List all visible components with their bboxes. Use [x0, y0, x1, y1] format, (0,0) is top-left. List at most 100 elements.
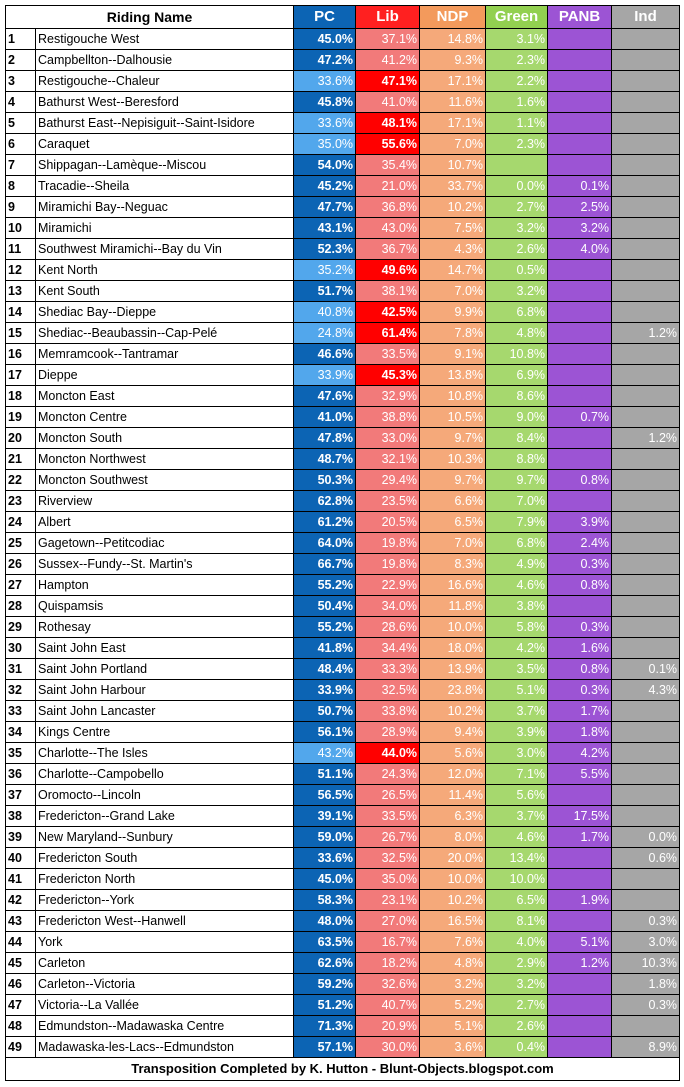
ind-share — [611, 28, 681, 50]
riding-number: 38 — [5, 805, 36, 827]
lib-share: 33.0% — [355, 427, 421, 449]
panb-share: 0.1% — [547, 175, 613, 197]
lib-share: 38.1% — [355, 280, 421, 302]
ndp-share: 10.0% — [419, 868, 487, 890]
green-share: 3.5% — [485, 658, 549, 680]
ind-share — [611, 154, 681, 176]
riding-number: 44 — [5, 931, 36, 953]
green-share: 5.8% — [485, 616, 549, 638]
green-share: 0.4% — [485, 1036, 549, 1058]
riding-name: Moncton Northwest — [34, 448, 295, 470]
pc-share: 63.5% — [293, 931, 357, 953]
header-green: Green — [485, 5, 549, 29]
ndp-share: 7.0% — [419, 133, 487, 155]
panb-share: 2.5% — [547, 196, 613, 218]
lib-share: 22.9% — [355, 574, 421, 596]
green-share: 0.5% — [485, 259, 549, 281]
lib-share: 61.4% — [355, 322, 421, 344]
ind-share: 0.6% — [611, 847, 681, 869]
pc-share: 59.2% — [293, 973, 357, 995]
lib-share: 32.5% — [355, 679, 421, 701]
table-row: 24 Albert 61.2% 20.5% 6.5% 7.9% 3.9% — [5, 511, 681, 533]
riding-number: 24 — [5, 511, 36, 533]
ind-share — [611, 889, 681, 911]
table-row: 38 Fredericton--Grand Lake 39.1% 33.5% 6.3% 3… — [5, 805, 681, 827]
riding-name: Kings Centre — [34, 721, 295, 743]
panb-share: 5.5% — [547, 763, 613, 785]
panb-share — [547, 91, 613, 113]
green-share: 8.6% — [485, 385, 549, 407]
table-row: 41 Fredericton North 45.0% 35.0% 10.0% 10.0% — [5, 868, 681, 890]
pc-share: 33.6% — [293, 847, 357, 869]
ndp-share: 10.7% — [419, 154, 487, 176]
riding-number: 29 — [5, 616, 36, 638]
table-row: 22 Moncton Southwest 50.3% 29.4% 9.7% 9.7% 0.8… — [5, 469, 681, 491]
panb-share — [547, 448, 613, 470]
riding-name: Miramichi Bay--Neguac — [34, 196, 295, 218]
table-row: 45 Carleton 62.6% 18.2% 4.8% 2.9% 1.2% 10.3% — [5, 952, 681, 974]
ind-share: 10.3% — [611, 952, 681, 974]
riding-number: 3 — [5, 70, 36, 92]
table-row: 12 Kent North 35.2% 49.6% 14.7% 0.5% — [5, 259, 681, 281]
green-share: 3.0% — [485, 742, 549, 764]
pc-share: 33.9% — [293, 364, 357, 386]
lib-share: 32.5% — [355, 847, 421, 869]
ndp-share: 10.3% — [419, 448, 487, 470]
panb-share: 0.3% — [547, 616, 613, 638]
lib-share: 36.7% — [355, 238, 421, 260]
lib-share: 26.5% — [355, 784, 421, 806]
riding-name: Fredericton--York — [34, 889, 295, 911]
panb-share: 3.2% — [547, 217, 613, 239]
green-share: 3.7% — [485, 700, 549, 722]
ind-share — [611, 175, 681, 197]
panb-share: 1.2% — [547, 952, 613, 974]
pc-share: 33.6% — [293, 70, 357, 92]
panb-share — [547, 427, 613, 449]
green-share: 2.7% — [485, 994, 549, 1016]
panb-share: 0.3% — [547, 679, 613, 701]
table-row: 16 Memramcook--Tantramar 46.6% 33.5% 9.1% 10.… — [5, 343, 681, 365]
lib-share: 28.9% — [355, 721, 421, 743]
table-row: 4 Bathurst West--Beresford 45.8% 41.0% 11.6%… — [5, 91, 681, 113]
riding-number: 12 — [5, 259, 36, 281]
green-share — [485, 154, 549, 176]
pc-share: 41.0% — [293, 406, 357, 428]
riding-name: Hampton — [34, 574, 295, 596]
table-row: 15 Shediac--Beaubassin--Cap-Pelé 24.8% 61.4… — [5, 322, 681, 344]
ind-share: 1.2% — [611, 322, 681, 344]
green-share: 3.1% — [485, 28, 549, 50]
riding-name: Saint John Lancaster — [34, 700, 295, 722]
header-riding-name: Riding Name — [4, 5, 295, 29]
lib-share: 55.6% — [355, 133, 421, 155]
riding-number: 13 — [5, 280, 36, 302]
lib-share: 23.5% — [355, 490, 421, 512]
lib-share: 21.0% — [355, 175, 421, 197]
ind-share — [611, 574, 681, 596]
riding-name: Albert — [34, 511, 295, 533]
panb-share: 17.5% — [547, 805, 613, 827]
lib-share: 37.1% — [355, 28, 421, 50]
lib-share: 33.5% — [355, 343, 421, 365]
table-row: 1 Restigouche West 45.0% 37.1% 14.8% 3.1% — [5, 28, 681, 50]
ndp-share: 7.0% — [419, 280, 487, 302]
riding-number: 20 — [5, 427, 36, 449]
riding-number: 35 — [5, 742, 36, 764]
pc-share: 43.2% — [293, 742, 357, 764]
ind-share — [611, 700, 681, 722]
ind-share — [611, 763, 681, 785]
lib-share: 47.1% — [355, 70, 421, 92]
riding-number: 27 — [5, 574, 36, 596]
green-share: 1.1% — [485, 112, 549, 134]
green-share: 10.8% — [485, 343, 549, 365]
ind-share: 0.3% — [611, 994, 681, 1016]
ind-share — [611, 364, 681, 386]
riding-number: 22 — [5, 469, 36, 491]
lib-share: 42.5% — [355, 301, 421, 323]
ndp-share: 14.7% — [419, 259, 487, 281]
pc-share: 51.2% — [293, 994, 357, 1016]
riding-name: Memramcook--Tantramar — [34, 343, 295, 365]
green-share: 13.4% — [485, 847, 549, 869]
riding-number: 39 — [5, 826, 36, 848]
ind-share — [611, 805, 681, 827]
table-row: 28 Quispamsis 50.4% 34.0% 11.8% 3.8% — [5, 595, 681, 617]
